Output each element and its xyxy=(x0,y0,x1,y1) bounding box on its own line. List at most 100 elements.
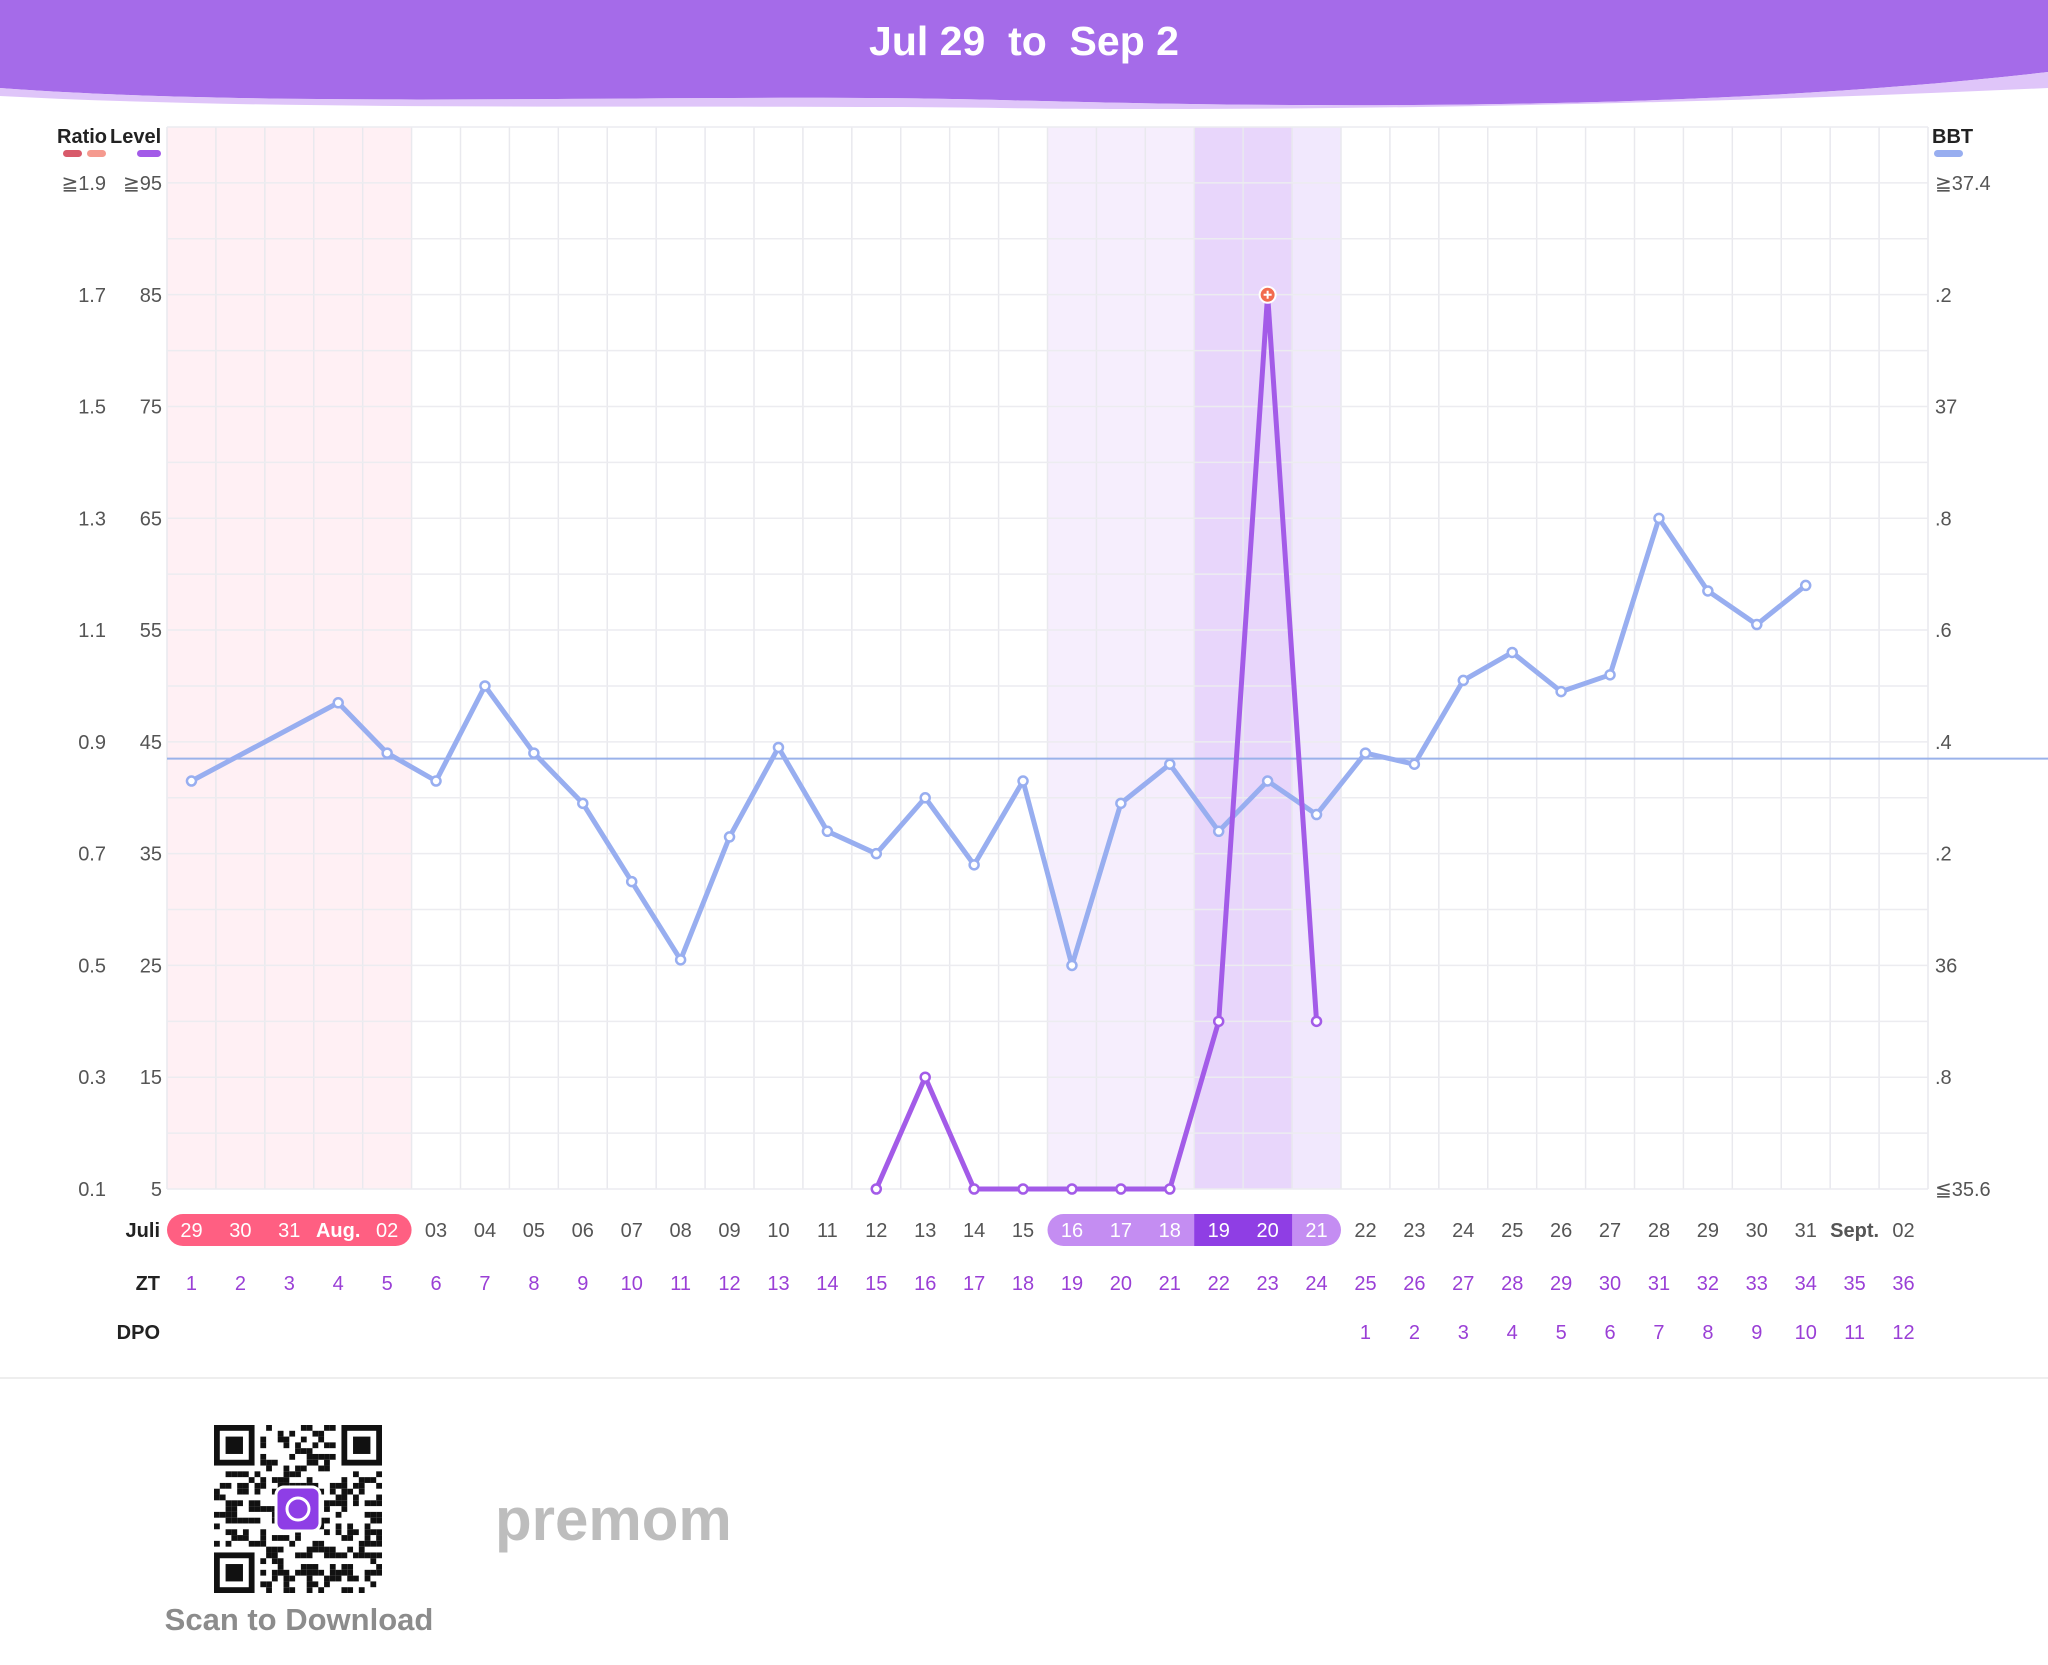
fertile-post-band xyxy=(1292,127,1341,1189)
level-point[interactable] xyxy=(1115,1183,1127,1195)
bbt-point[interactable] xyxy=(1017,775,1029,787)
qr-module xyxy=(289,1430,296,1437)
qr-module xyxy=(277,1564,284,1570)
qr-module xyxy=(324,1500,330,1507)
zt-label: 20 xyxy=(1110,1273,1132,1295)
qr-module xyxy=(277,1546,284,1553)
qr-module xyxy=(370,1552,377,1559)
qr-module xyxy=(347,1546,354,1553)
qr-module xyxy=(306,1453,313,1460)
qr-module xyxy=(295,1569,301,1576)
bbt-point[interactable] xyxy=(674,954,687,966)
bbt-point[interactable] xyxy=(1702,585,1714,597)
level-point[interactable] xyxy=(1066,1183,1078,1195)
date-label: 06 xyxy=(572,1220,594,1242)
bbt-point[interactable] xyxy=(723,831,736,843)
qr-module xyxy=(306,1569,313,1576)
qr-module xyxy=(347,1575,354,1582)
qr-module xyxy=(306,1575,313,1582)
qr-module xyxy=(364,1569,371,1576)
qr-module xyxy=(341,1564,348,1570)
qr-module xyxy=(271,1558,278,1565)
qr-module xyxy=(295,1448,301,1454)
fertile-low-band xyxy=(1047,127,1195,1189)
bbt-point[interactable] xyxy=(772,741,785,754)
level-point[interactable] xyxy=(1164,1183,1176,1195)
bbt-point[interactable] xyxy=(1555,685,1567,698)
bbt-point[interactable] xyxy=(381,747,393,759)
zt-label: 24 xyxy=(1305,1273,1327,1295)
bbt-point[interactable] xyxy=(1799,579,1812,592)
qr-module xyxy=(277,1436,284,1443)
bbt-point[interactable] xyxy=(1653,512,1665,525)
qr-module xyxy=(353,1575,359,1582)
bbt-point[interactable] xyxy=(577,797,589,810)
bbt-point[interactable] xyxy=(1261,775,1274,787)
dpo-label: 3 xyxy=(1458,1322,1469,1344)
qr-module xyxy=(341,1569,348,1576)
qr-module xyxy=(312,1546,319,1553)
bbt-tick: .2 xyxy=(1935,844,1952,866)
qr-module xyxy=(225,1482,232,1489)
bbt-point[interactable] xyxy=(1359,747,1372,759)
app-logo-mark xyxy=(285,1496,311,1522)
qr-module xyxy=(271,1535,278,1541)
bbt-point[interactable] xyxy=(1310,808,1323,821)
bbt-tick: 37 xyxy=(1935,397,1957,419)
zt-label: 35 xyxy=(1844,1273,1866,1295)
bbt-point[interactable] xyxy=(821,825,834,838)
qr-module xyxy=(260,1459,267,1466)
bbt-point[interactable] xyxy=(1604,669,1616,681)
qr-module xyxy=(231,1471,238,1478)
bbt-point[interactable] xyxy=(1506,646,1518,659)
bbt-point[interactable] xyxy=(1408,758,1421,770)
date-label: 21 xyxy=(1305,1220,1327,1242)
bbt-point[interactable] xyxy=(1751,618,1763,631)
level-point[interactable] xyxy=(968,1183,980,1195)
bbt-point[interactable] xyxy=(919,792,931,804)
bbt-point[interactable] xyxy=(968,859,980,871)
date-label: 07 xyxy=(621,1220,643,1242)
bbt-point[interactable] xyxy=(870,847,883,860)
level-point[interactable] xyxy=(1212,1015,1225,1028)
qr-module xyxy=(329,1482,336,1489)
bbt-point[interactable] xyxy=(528,747,540,759)
bbt-point[interactable] xyxy=(1066,959,1078,972)
bbt-point[interactable] xyxy=(1457,674,1470,687)
dpo-label: 9 xyxy=(1751,1322,1762,1344)
qr-module xyxy=(231,1529,238,1536)
qr-module xyxy=(324,1465,330,1472)
qr-module xyxy=(329,1453,336,1460)
bbt-point[interactable] xyxy=(185,775,198,787)
qr-module xyxy=(260,1558,267,1565)
level-point[interactable] xyxy=(870,1183,883,1195)
qr-code-icon[interactable] xyxy=(214,1425,382,1593)
qr-module xyxy=(277,1482,284,1489)
bbt-point[interactable] xyxy=(625,875,638,888)
bbt-point[interactable] xyxy=(1212,825,1225,838)
qr-module xyxy=(353,1471,359,1478)
bbt-point[interactable] xyxy=(1164,758,1176,770)
zt-label: 7 xyxy=(479,1273,490,1295)
qr-module xyxy=(283,1465,290,1472)
qr-module xyxy=(266,1465,272,1472)
date-row: 29 30 31 Aug. 02 03 04 05 06 07 08 09 10 11 12 13 14 15 16… xyxy=(167,1214,1915,1246)
background-bands xyxy=(167,127,1341,1189)
level-point[interactable] xyxy=(1310,1015,1323,1028)
qr-module xyxy=(254,1500,261,1507)
bbt-point[interactable] xyxy=(430,775,442,787)
zt-label: 4 xyxy=(333,1273,344,1295)
level-point[interactable] xyxy=(919,1071,931,1083)
bbt-point[interactable] xyxy=(479,680,491,692)
bbt-point[interactable] xyxy=(1115,797,1127,810)
level-point[interactable] xyxy=(1017,1183,1029,1195)
bbt-point[interactable] xyxy=(332,697,344,709)
qr-module xyxy=(242,1482,249,1489)
qr-module xyxy=(283,1569,290,1576)
date-label: 24 xyxy=(1452,1220,1474,1242)
qr-module xyxy=(271,1459,278,1466)
qr-module xyxy=(341,1477,348,1483)
qr-module xyxy=(295,1465,301,1472)
qr-module xyxy=(300,1552,307,1559)
